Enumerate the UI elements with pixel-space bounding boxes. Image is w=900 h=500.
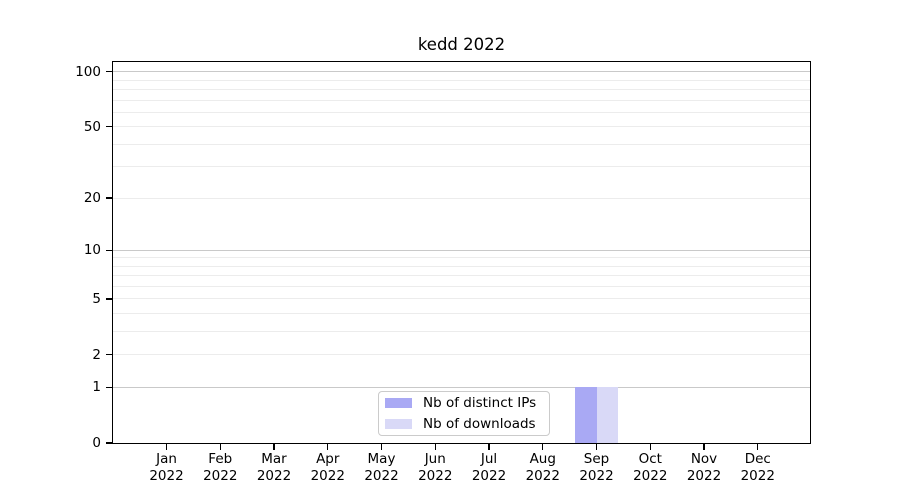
y-tick-mark xyxy=(106,249,112,251)
bar-nb-of-distinct-ips xyxy=(575,387,597,443)
y-tick-label: 50 xyxy=(83,118,101,135)
x-tick-month: Jun xyxy=(424,451,446,467)
x-tick-year: 2022 xyxy=(364,468,399,484)
chart-title: kedd 2022 xyxy=(417,35,506,54)
x-tick-month: Jan xyxy=(156,451,177,467)
x-tick-year: 2022 xyxy=(686,468,722,484)
x-tick-year: 2022 xyxy=(203,468,238,484)
x-tick-month: Apr xyxy=(316,451,340,467)
x-tick-month: Feb xyxy=(208,451,233,467)
bars-layer xyxy=(113,62,810,443)
x-tick-label: May 2022 xyxy=(350,451,414,485)
gridline-minor xyxy=(113,265,810,267)
x-tick-label: Mar 2022 xyxy=(242,451,306,485)
x-tick-label: Nov 2022 xyxy=(672,451,736,485)
x-tick-year: 2022 xyxy=(740,468,775,484)
x-tick-month: Mar xyxy=(261,451,287,467)
legend-swatch xyxy=(385,418,412,429)
gridline-minor xyxy=(113,111,810,113)
x-tick-mark xyxy=(757,444,759,450)
x-tick-year: 2022 xyxy=(418,468,453,484)
x-tick-mark xyxy=(649,444,651,450)
gridline-minor xyxy=(113,330,810,332)
x-tick-mark xyxy=(380,444,383,450)
x-tick-year: 2022 xyxy=(525,468,560,484)
x-tick-month: Sep xyxy=(583,451,610,467)
x-tick-year: 2022 xyxy=(633,468,668,484)
y-tick-label: 20 xyxy=(83,190,101,207)
y-tick-label: 1 xyxy=(92,379,101,396)
legend: Nb of distinct IPs Nb of downloads xyxy=(378,391,550,436)
y-tick-label: 100 xyxy=(75,63,101,80)
gridline-minor xyxy=(113,257,810,259)
gridline-minor xyxy=(113,166,810,168)
x-tick-year: 2022 xyxy=(256,468,292,484)
legend-swatch xyxy=(385,398,412,409)
y-tick-label: 10 xyxy=(83,242,101,259)
x-tick-label: Apr 2022 xyxy=(296,451,360,485)
bar-nb-of-downloads xyxy=(596,387,618,443)
gridline-minor xyxy=(113,313,810,315)
gridline-minor xyxy=(113,197,810,199)
legend-entry: Nb of downloads xyxy=(385,415,549,433)
x-tick-year: 2022 xyxy=(471,468,507,484)
gridline-major xyxy=(113,71,810,73)
gridline-minor xyxy=(113,354,810,356)
y-tick-mark xyxy=(106,197,112,199)
plot-area xyxy=(112,61,811,444)
y-tick-label: 0 xyxy=(92,435,101,451)
y-tick-mark xyxy=(106,71,112,73)
gridline-minor xyxy=(113,88,810,90)
y-tick-mark xyxy=(106,386,112,388)
gridline-minor xyxy=(113,298,810,300)
x-tick-label: Jun 2022 xyxy=(403,451,467,485)
x-tick-year: 2022 xyxy=(310,468,345,484)
x-tick-month: Jul xyxy=(480,451,498,467)
y-tick-mark xyxy=(106,442,112,444)
x-tick-label: Jan 2022 xyxy=(135,451,199,485)
x-tick-label: Feb 2022 xyxy=(188,451,252,485)
x-tick-month: Nov xyxy=(690,451,718,467)
legend-label: Nb of distinct IPs xyxy=(423,395,537,412)
x-tick-mark xyxy=(273,444,275,450)
x-tick-month: Dec xyxy=(744,451,771,467)
x-tick-mark xyxy=(327,444,329,450)
gridline-major xyxy=(113,249,810,251)
x-tick-label: Sep 2022 xyxy=(565,451,629,485)
x-tick-mark xyxy=(542,444,544,450)
gridline-minor xyxy=(113,79,810,81)
x-tick-month: Oct xyxy=(638,451,662,467)
gridline-minor xyxy=(113,143,810,145)
gridlines-layer xyxy=(113,62,810,443)
x-tick-label: Oct 2022 xyxy=(618,451,682,485)
x-tick-mark xyxy=(595,444,598,450)
x-tick-mark xyxy=(219,444,221,450)
x-tick-label: Jul 2022 xyxy=(457,451,521,485)
y-tick-mark xyxy=(106,298,112,300)
gridline-minor xyxy=(113,285,810,287)
y-tick-label: 2 xyxy=(92,346,101,363)
legend-entry: Nb of distinct IPs xyxy=(385,394,549,412)
x-tick-month: Aug xyxy=(529,451,556,467)
x-tick-mark xyxy=(703,444,705,450)
y-tick-label: 5 xyxy=(92,290,101,307)
x-tick-year: 2022 xyxy=(149,468,184,484)
gridline-major xyxy=(113,386,810,388)
x-tick-label: Dec 2022 xyxy=(726,451,790,485)
gridline-minor xyxy=(113,275,810,277)
x-tick-year: 2022 xyxy=(579,468,614,484)
gridline-minor xyxy=(113,99,810,101)
x-tick-month: May xyxy=(367,451,396,467)
y-tick-mark xyxy=(106,354,112,356)
y-tick-mark xyxy=(106,126,112,128)
legend-label: Nb of downloads xyxy=(423,415,536,432)
x-tick-mark xyxy=(165,444,168,450)
x-tick-mark xyxy=(488,444,490,450)
x-tick-mark xyxy=(434,444,436,450)
x-tick-label: Aug 2022 xyxy=(511,451,575,485)
gridline-minor xyxy=(113,126,810,128)
